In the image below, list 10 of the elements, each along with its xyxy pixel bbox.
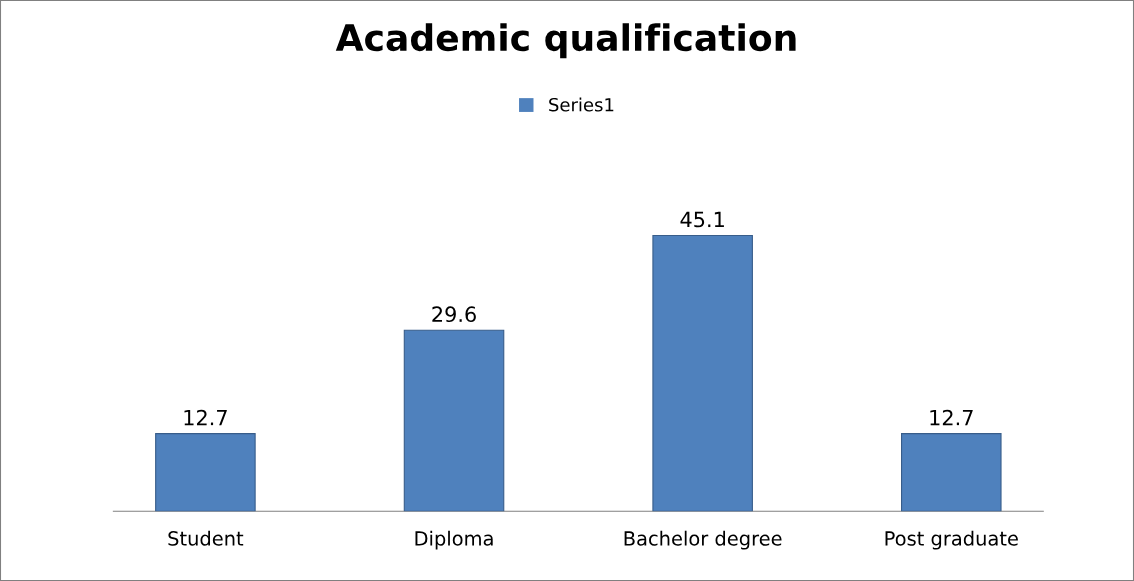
x-tick-label: Post graduate (885, 530, 1018, 550)
x-tick-label: Bachelor degree (624, 530, 782, 550)
data-label: 12.7 (930, 409, 973, 426)
chart-title: Academic qualification (335, 23, 796, 59)
x-tick-label: Diploma (415, 530, 493, 550)
x-tick-label: Student (168, 530, 244, 546)
data-label: 45.1 (680, 211, 724, 228)
legend-label: Series1 (549, 97, 614, 112)
data-label: 29.6 (432, 306, 476, 323)
data-label: 12.7 (184, 409, 227, 426)
